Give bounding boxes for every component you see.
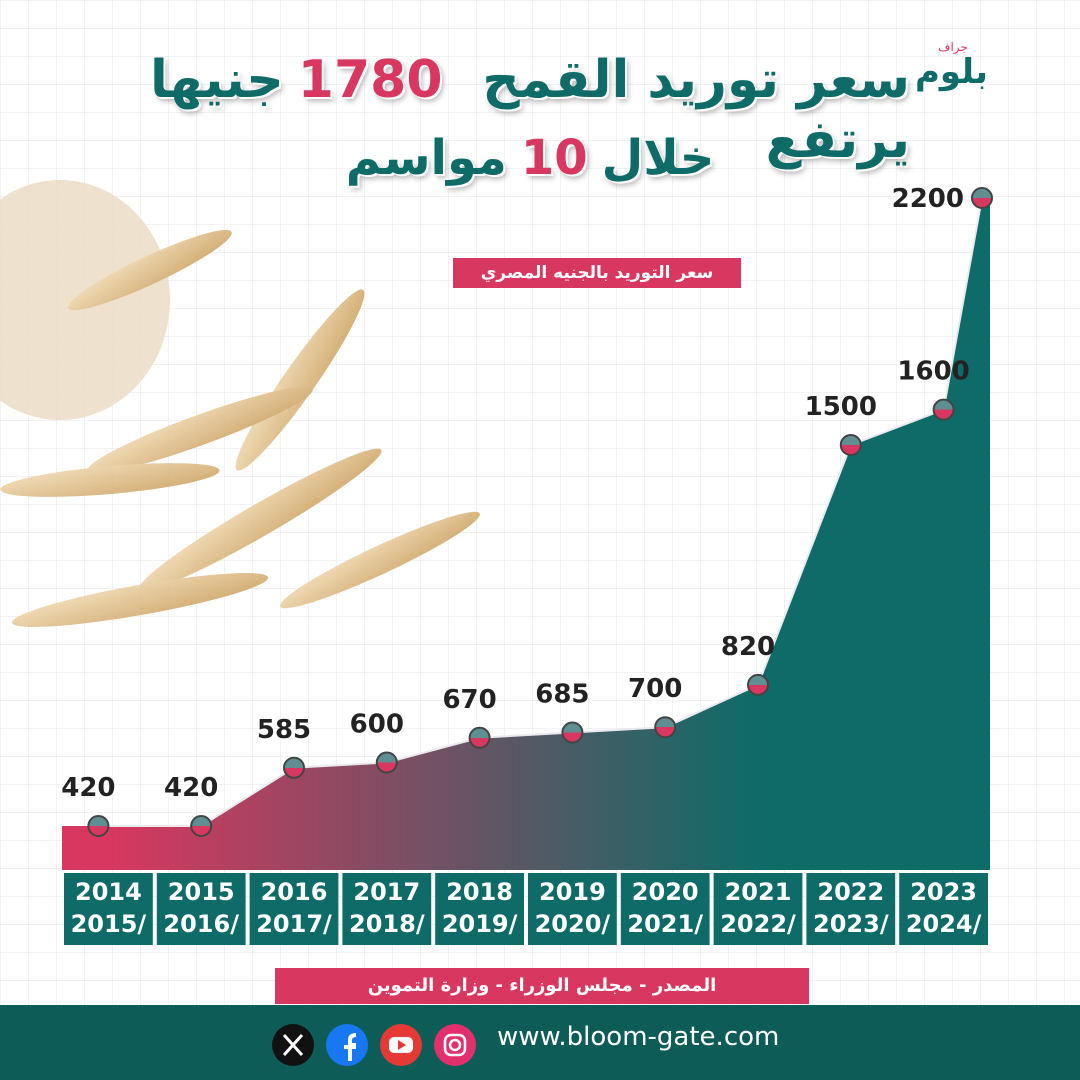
point xyxy=(839,433,862,456)
value-label: 600 xyxy=(350,709,404,739)
point xyxy=(932,398,955,421)
title-line: خلال 10 مواسم xyxy=(150,130,910,186)
wheat-decoration xyxy=(0,180,480,627)
legend-label: سعر التوريد بالجنيه المصري xyxy=(453,258,741,288)
category-box xyxy=(249,873,339,945)
point xyxy=(561,721,584,744)
area-fill xyxy=(62,198,990,870)
x-tick-label: 2024/ xyxy=(906,910,982,938)
value-label: 820 xyxy=(721,632,775,662)
x-tick-label: 2018 xyxy=(446,878,513,906)
website: www.bloom-gate.com xyxy=(497,1022,780,1052)
x-tick-label: 2015 xyxy=(168,878,235,906)
x-tick-label: 2022/ xyxy=(720,910,796,938)
value-label: 585 xyxy=(257,715,311,745)
x-tick-label: 2020/ xyxy=(535,910,611,938)
category-box xyxy=(899,873,988,945)
social-icons xyxy=(272,1024,476,1066)
point xyxy=(971,187,993,209)
x-tick-label: 2019 xyxy=(539,878,606,906)
value-label: 1600 xyxy=(897,357,969,387)
x-tick-label: 2017/ xyxy=(256,910,332,938)
title-line: سعر توريد القمح يرتفع 1780 جنيها xyxy=(150,50,910,170)
point xyxy=(190,815,213,837)
title-part: سعر توريد القمح يرتفع xyxy=(482,50,910,170)
category-box xyxy=(713,873,803,945)
x-tick-label: 2018/ xyxy=(349,910,425,938)
x-tick-label: 2017 xyxy=(353,878,420,906)
x-tick-label: 2021 xyxy=(725,878,792,906)
x-tick-label: 2023 xyxy=(910,878,977,906)
point xyxy=(468,726,491,749)
category-box xyxy=(156,873,246,945)
category-box xyxy=(342,873,432,945)
point xyxy=(283,756,305,779)
point xyxy=(654,716,677,739)
title-part: مواسم xyxy=(345,130,507,186)
title-highlight: 10 xyxy=(520,130,588,186)
x-tick-label: 2021/ xyxy=(627,910,703,938)
title-part: جنيها xyxy=(150,50,284,110)
category-box xyxy=(806,873,896,945)
value-label: 685 xyxy=(535,680,589,710)
x-tick-label: 2016/ xyxy=(163,910,239,938)
x-tick-label: 2014 xyxy=(75,878,142,906)
value-label: 700 xyxy=(628,674,682,704)
value-label: 1500 xyxy=(805,392,877,422)
category-box xyxy=(435,873,524,945)
logo-subtitle: جراف xyxy=(938,40,968,54)
x-tick-label: 2022 xyxy=(817,878,884,906)
point xyxy=(375,751,398,774)
category-box xyxy=(620,873,710,945)
point xyxy=(87,815,110,837)
logo: بلوم xyxy=(915,52,988,92)
point xyxy=(747,673,769,696)
value-label: 2200 xyxy=(892,184,964,214)
x-tick-label: 2019/ xyxy=(442,910,518,938)
value-label: 670 xyxy=(442,685,496,715)
source: المصدر - مجلس الوزراء - وزارة التموين xyxy=(275,968,809,1004)
x-tick-label: 2015/ xyxy=(71,910,147,938)
title-highlight: 1780 xyxy=(297,50,443,110)
title-part: خلال xyxy=(601,130,715,186)
value-label: 420 xyxy=(164,773,218,803)
x-tick-label: 2016 xyxy=(261,878,328,906)
category-box xyxy=(64,873,153,945)
x-tick-label: 2020 xyxy=(632,878,699,906)
x-tick-label: 2023/ xyxy=(813,910,889,938)
footer: www.bloom-gate.com xyxy=(0,1005,1080,1080)
value-label: 420 xyxy=(61,773,115,803)
category-box xyxy=(528,873,617,945)
